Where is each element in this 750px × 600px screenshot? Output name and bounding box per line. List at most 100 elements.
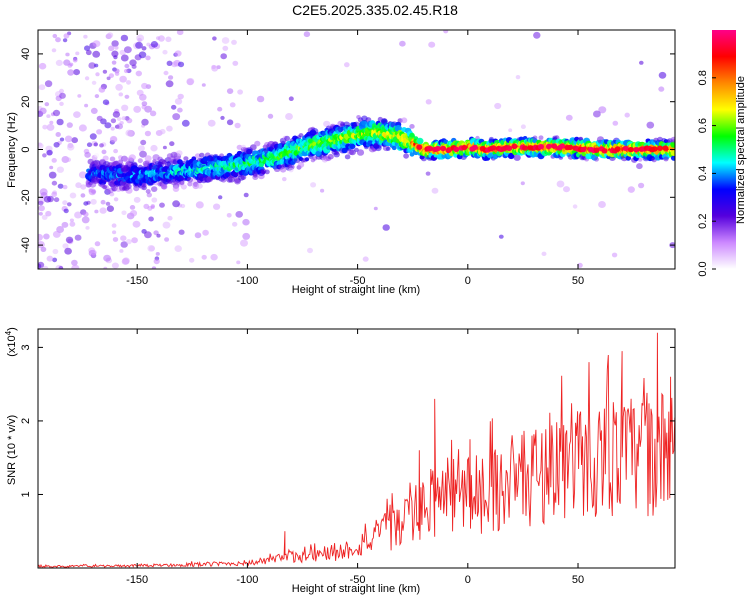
spectrogram-cell: [62, 200, 68, 206]
spectrogram-cell: [176, 30, 184, 36]
spectrogram-cell: [181, 119, 190, 127]
spectrogram-cell: [201, 83, 206, 87]
spectrogram-cell: [170, 151, 178, 158]
spectrogram-cell: [174, 50, 182, 57]
spectrogram-cell: [118, 92, 124, 97]
spectrogram-cell: [179, 180, 185, 185]
spectrogram-cell: [44, 102, 50, 107]
spectrogram-cell: [51, 48, 57, 53]
colorbar: [712, 30, 736, 269]
spectrogram-cell: [120, 235, 127, 241]
spectrogram-cell: [112, 237, 119, 242]
spectrogram-cell: [107, 32, 114, 38]
spectrogram-cell: [639, 60, 644, 65]
spectrogram-cell: [74, 234, 82, 241]
spectrogram-cell: [40, 246, 47, 252]
spectrogram-cell: [135, 41, 143, 49]
spectrogram-cell: [53, 142, 60, 148]
spectrogram-cell: [162, 221, 171, 229]
spectrogram-cell: [57, 183, 64, 189]
spectrogram-cell: [399, 40, 406, 47]
spectrogram-cell: [538, 144, 544, 150]
spectrogram-cell: [164, 237, 170, 242]
spectrogram-cell: [140, 139, 147, 146]
spectrogram-cell: [114, 71, 120, 76]
spectrogram-cell: [177, 107, 183, 113]
spectrogram-cell: [119, 249, 124, 253]
spectrogram-cell: [106, 205, 114, 212]
spectrogram-cell: [538, 135, 544, 140]
spectrogram-cell: [159, 202, 165, 208]
spectrogram-cell: [141, 82, 148, 90]
spectrogram-cell: [137, 158, 143, 164]
spectrogram-cell: [166, 125, 173, 132]
spectrogram-cell: [153, 230, 159, 236]
spectrogram-cell: [51, 191, 58, 197]
spectrogram-cell: [298, 133, 304, 138]
spectrogram-cell: [545, 143, 552, 150]
spectrogram-cell: [232, 221, 238, 227]
spectrogram-cell: [636, 163, 643, 170]
spectrogram-cell: [445, 147, 452, 154]
spectrogram-cell: [99, 143, 104, 148]
spectrogram-cell: [172, 186, 180, 192]
spectrogram-cell: [194, 232, 202, 239]
spectrogram-cell: [598, 106, 607, 114]
spectrogram-cell: [254, 140, 261, 147]
spectrogram-cell: [434, 145, 441, 152]
x-tick-label: -50: [350, 275, 366, 287]
spectrogram-cell: [391, 145, 397, 151]
spectrogram-cell: [187, 181, 193, 187]
spectrogram-cell: [44, 80, 53, 88]
spectrogram-cell: [513, 154, 521, 161]
spectrogram-cell: [611, 252, 618, 258]
spectrogram-cell: [440, 145, 447, 152]
spectrogram-cell: [42, 124, 48, 130]
spectrogram-cell: [409, 124, 415, 129]
colorbar-axes: 0.0 0.2 0.4 0.6 0.8: [697, 70, 716, 277]
spectrogram-cell: [382, 224, 390, 231]
spectrogram-cell: [111, 262, 119, 269]
spectrogram-cell: [111, 40, 119, 47]
spectrogram-cell: [119, 75, 127, 83]
spectrogram-cell: [115, 83, 123, 91]
spectrogram-cell: [58, 266, 64, 269]
spectrogram-cell: [141, 118, 149, 126]
spectrogram-cell: [176, 150, 183, 157]
spectrogram-cell: [95, 72, 100, 77]
spectrogram-cell: [279, 167, 287, 173]
spectrogram-cell: [100, 199, 106, 205]
spectrogram-cell: [297, 161, 305, 168]
spectrogram-cell: [66, 122, 73, 128]
spectrogram-cell: [56, 118, 64, 126]
spectrogram-cell: [416, 144, 423, 150]
spectrogram-cell: [112, 230, 117, 235]
spectrogram-cell: [235, 211, 243, 218]
spectrogram-cell: [349, 149, 356, 156]
spectrogram-cell: [73, 111, 81, 118]
spectrogram-cell: [498, 234, 504, 239]
spectrogram-cell: [80, 184, 87, 190]
spectrogram-cell: [150, 205, 155, 209]
spectrogram-cell: [94, 63, 99, 68]
spectrogram-cell: [471, 144, 478, 151]
spectrogram-cell: [102, 69, 108, 74]
spectrogram-cell: [172, 200, 181, 208]
spectrogram-cell: [43, 233, 50, 240]
spectrogram-cell: [614, 146, 621, 152]
spectrogram-cell: [624, 112, 630, 118]
spectrogram-cell: [83, 211, 89, 217]
spectrogram-cell: [151, 197, 158, 203]
spectrogram-cell: [520, 124, 526, 129]
spectrogram-cell: [594, 157, 599, 162]
spectrogram-cell: [362, 256, 369, 262]
x-tick-label: -150: [126, 275, 148, 287]
spectrogram-cell: [38, 200, 44, 206]
spectrogram-cell: [234, 122, 241, 129]
spectrogram-cell: [533, 31, 541, 39]
y-tick-label: -40: [20, 237, 32, 253]
spectrogram-cell: [116, 117, 122, 121]
spectrogram-cell: [102, 99, 110, 105]
spectrogram-cell: [78, 171, 87, 179]
spectrogram-cell: [121, 104, 129, 112]
